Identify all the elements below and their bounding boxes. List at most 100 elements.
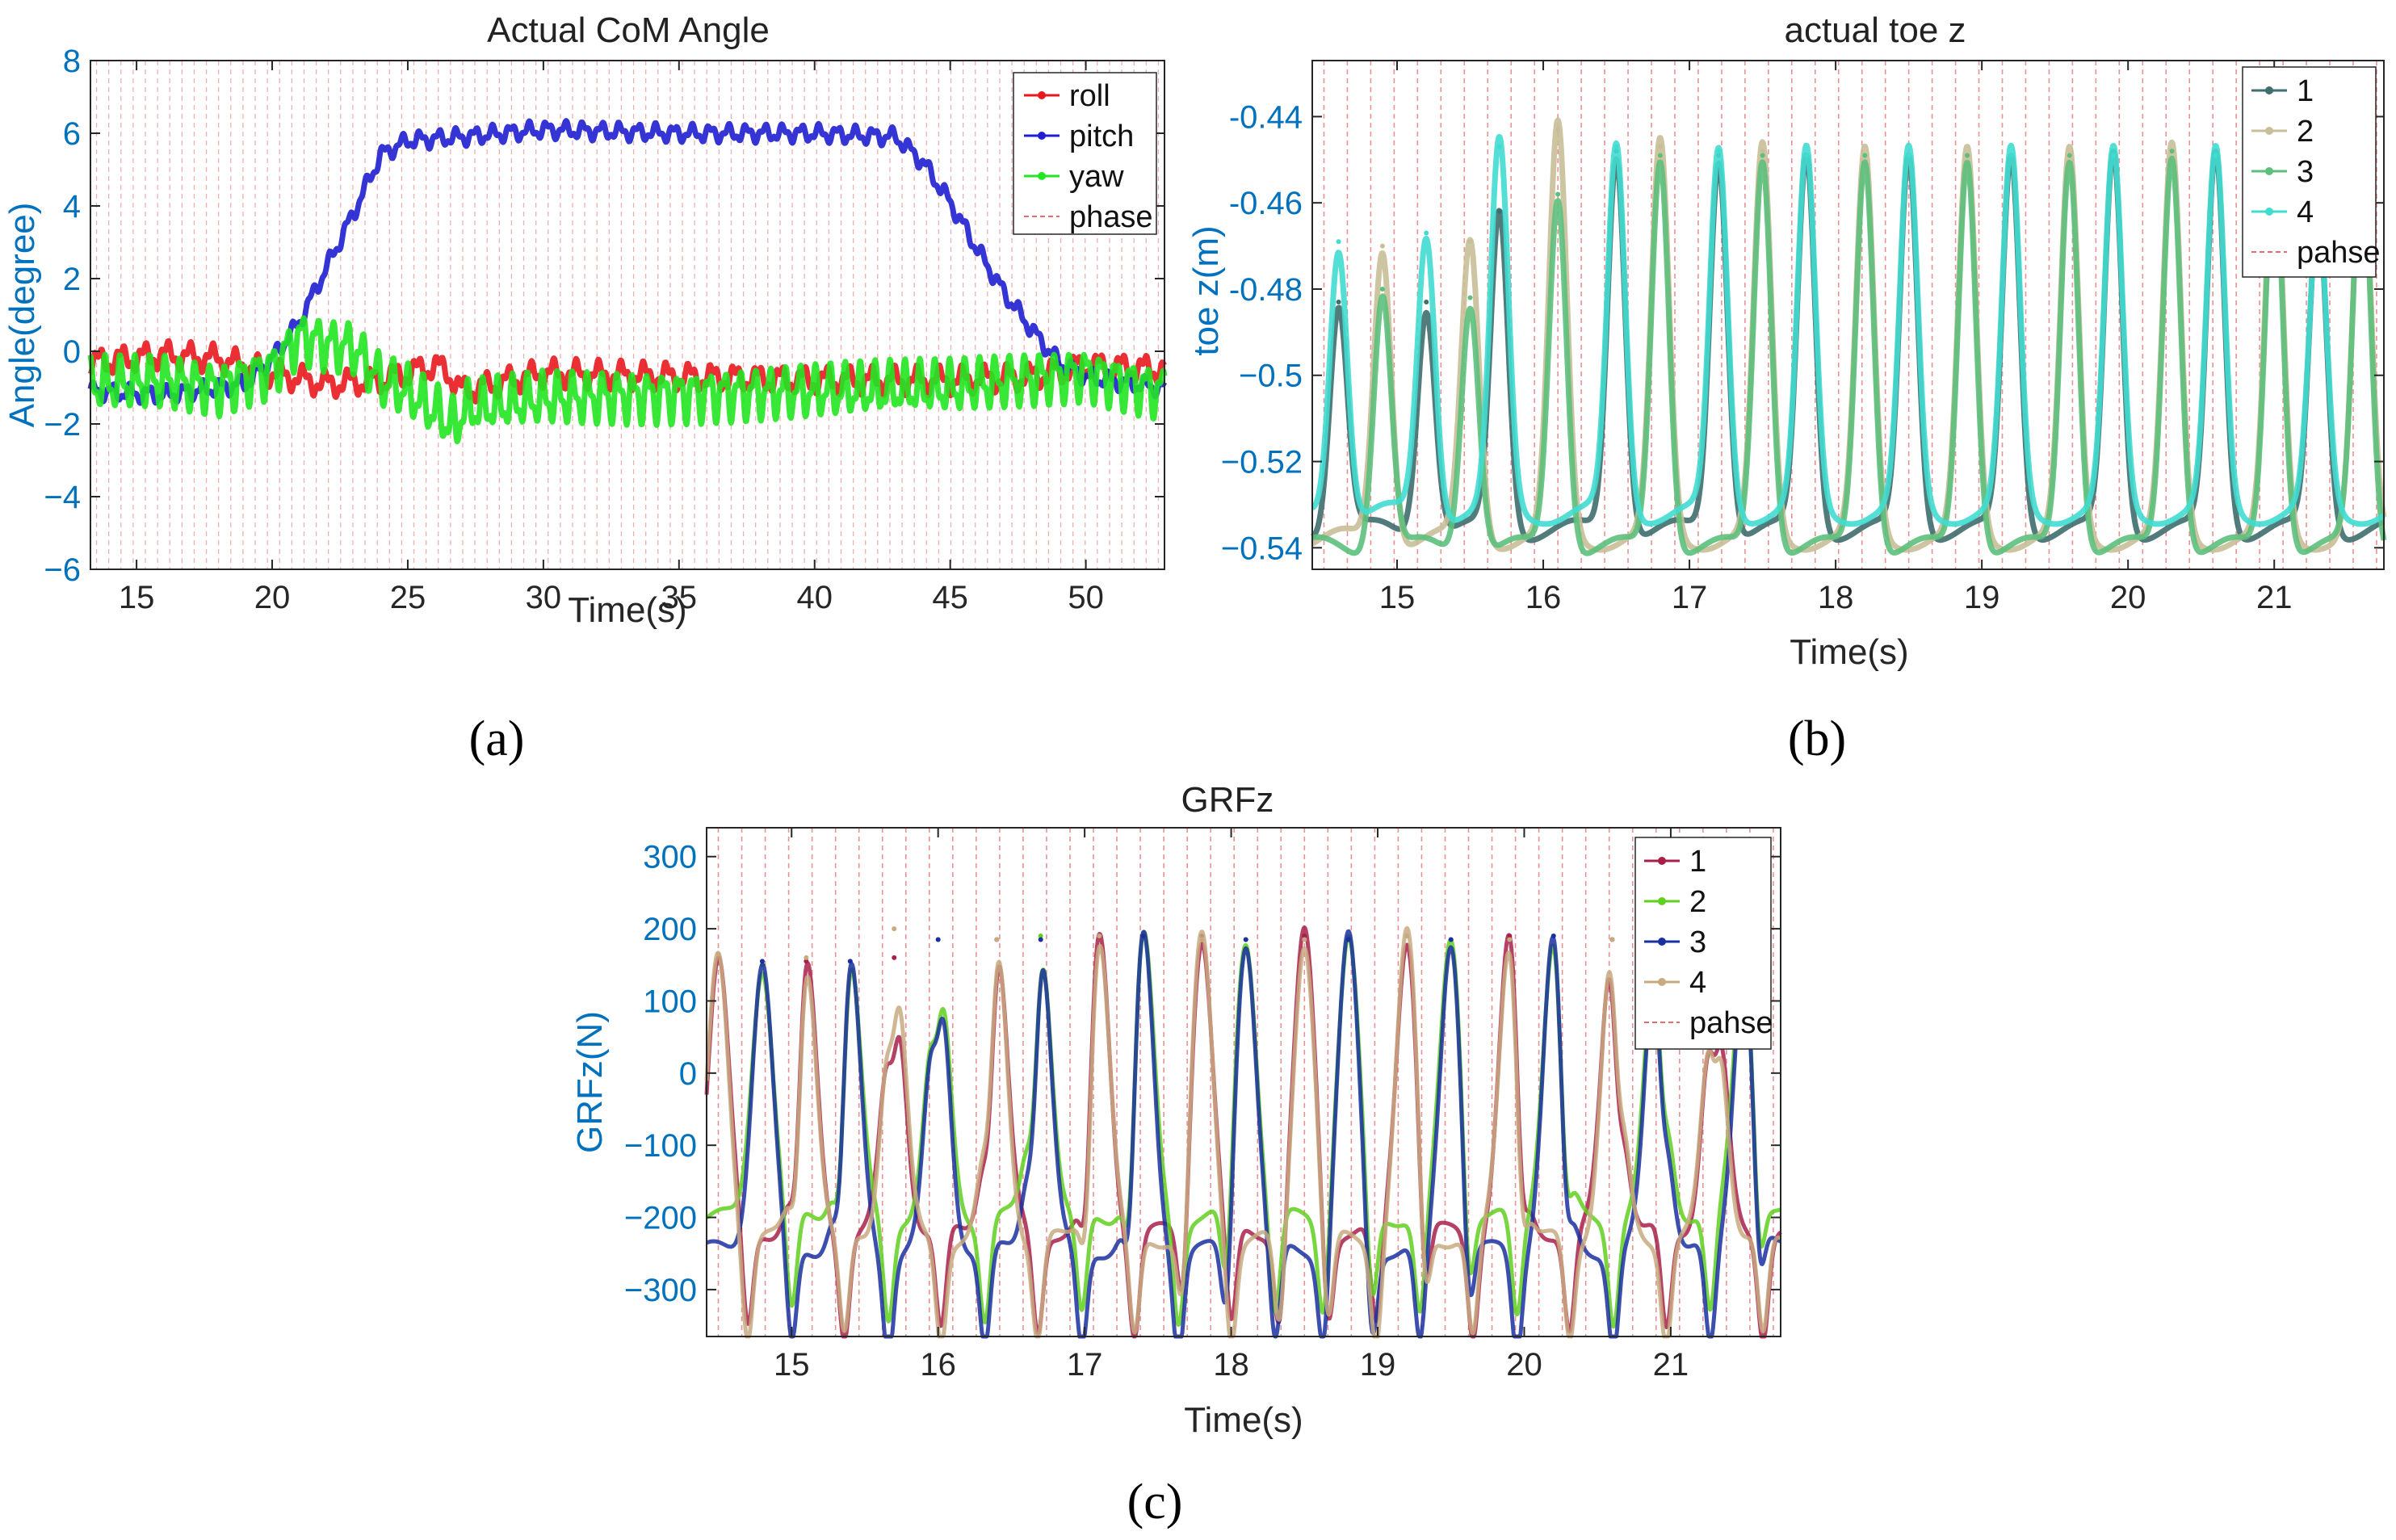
y-tick-label: −300: [624, 1273, 697, 1308]
x-tick-label: 16: [1525, 580, 1562, 615]
x-tick-label: 18: [1818, 580, 1854, 615]
x-tick-label: 21: [1653, 1347, 1689, 1383]
legend-marker: [1658, 857, 1666, 865]
y-tick-label: −2: [44, 407, 81, 443]
legend-marker: [2265, 208, 2273, 216]
peak-point: [1345, 937, 1351, 942]
peak-point: [2067, 153, 2072, 158]
panel-c-caption: (c): [1127, 1475, 1183, 1530]
panel-b-legend: 1 2 3 4 pahse: [2242, 66, 2381, 278]
panel-a-ylabel: Angle(degree): [2, 203, 42, 428]
y-tick-label: -0.44: [1229, 99, 1303, 135]
peak-point: [1862, 153, 1868, 158]
y-tick-label: 6: [63, 116, 81, 152]
series-c-4: [704, 925, 1782, 1339]
series-b-3: [1310, 147, 2387, 556]
panel-a-legend-box: [1013, 72, 1157, 235]
x-tick-label: 19: [1360, 1347, 1396, 1383]
x-tick-label: 17: [1067, 1347, 1103, 1383]
legend-marker: [2265, 127, 2273, 135]
peak-point: [1555, 191, 1561, 197]
y-tick-label: 8: [63, 44, 81, 79]
peak-point: [1243, 937, 1248, 942]
x-tick-label: 18: [1213, 1347, 1249, 1383]
peak-point: [2213, 153, 2218, 158]
y-tick-label: −4: [44, 480, 81, 515]
peak-point: [715, 951, 721, 957]
peak-point: [759, 959, 765, 964]
panel-a-title: Actual CoM Angle: [487, 10, 770, 50]
legend-label: 2: [2297, 115, 2314, 149]
panel-b-ylabel: toe z(m): [1186, 225, 1226, 355]
legend-label: 4: [2297, 195, 2314, 229]
peak-point: [804, 955, 809, 960]
y-tick-label: −6: [44, 552, 81, 588]
y-tick-label: 100: [643, 984, 697, 1019]
y-tick-label: 2: [63, 262, 81, 297]
legend-label: phase: [1069, 200, 1153, 234]
series-a-yaw: [87, 315, 1168, 445]
peak-point: [2169, 149, 2175, 154]
panel-c-x-ticks: 15 16 17 18 19 20 21: [774, 828, 1689, 1383]
peak-point: [892, 955, 897, 960]
peak-point: [1496, 144, 1502, 149]
peak-point: [1716, 149, 1722, 154]
peak-point: [1467, 239, 1473, 245]
legend-label: pitch: [1069, 120, 1134, 153]
x-tick-label: 30: [526, 580, 562, 615]
panel-b-xlabel: Time(s): [1790, 632, 1908, 672]
x-tick-label: 40: [796, 580, 833, 615]
y-tick-label: −100: [624, 1128, 697, 1164]
series-b-4: [1310, 133, 2386, 527]
panel-b: actual toe z 15 16 17 18 19 20 21 -0.44-0.46-0…: [1186, 10, 2387, 766]
legend-label: pahse: [2297, 236, 2381, 270]
panel-b-x-ticks: 15 16 17 18 19 20 21: [1379, 61, 2292, 615]
x-tick-label: 17: [1672, 580, 1708, 615]
panel-a: Actual CoM Angle 15 20 25 30 35 40 45 50 −6 −4 −2…: [2, 10, 1168, 766]
x-tick-label: 19: [1964, 580, 2000, 615]
peak-point: [2111, 153, 2117, 158]
y-tick-label: 4: [63, 189, 81, 224]
y-tick-label: 300: [643, 840, 697, 875]
y-tick-label: 0: [63, 334, 81, 370]
panel-c-axes-box: [706, 827, 1781, 1337]
peak-point: [1609, 937, 1615, 942]
peak-point: [1448, 937, 1454, 942]
panel-a-x-ticks: 15 20 25 30 35 40 45 50: [119, 61, 1104, 615]
x-tick-label: 20: [254, 580, 291, 615]
panel-c-y-ticks: 300 200 100 0 −100 −200 −300: [624, 840, 1781, 1308]
peak-point: [1760, 153, 1765, 158]
peak-point: [1336, 239, 1341, 245]
legend-label: roll: [1069, 79, 1110, 113]
y-tick-label: -0.46: [1229, 186, 1303, 221]
peak-point: [892, 926, 897, 932]
peak-point: [1496, 208, 1502, 214]
panel-a-caption: (a): [469, 711, 525, 766]
panel-b-legend-items: 1 2 3 4 pahse: [2251, 74, 2381, 270]
peak-point: [1760, 149, 1765, 154]
peak-point: [1379, 286, 1385, 292]
peak-point: [1555, 127, 1561, 132]
peak-point: [935, 937, 941, 942]
y-tick-label: 200: [643, 912, 697, 947]
legend-label: 1: [2297, 74, 2314, 108]
x-tick-label: 15: [1379, 580, 1416, 615]
legend-label: 2: [1689, 885, 1706, 919]
peak-point: [1467, 295, 1473, 300]
peak-point: [1140, 934, 1146, 939]
legend-label: 1: [1689, 845, 1706, 879]
peak-point: [1302, 937, 1307, 942]
peak-point: [1424, 230, 1429, 236]
panel-c-legend-box: [1634, 837, 1772, 1050]
peak-point: [1038, 934, 1043, 939]
legend-label: 4: [1689, 966, 1706, 1000]
peak-point: [847, 959, 853, 964]
legend-marker: [1038, 132, 1046, 140]
peak-point: [1550, 934, 1556, 939]
peak-point: [1404, 934, 1410, 939]
x-tick-label: 50: [1068, 580, 1104, 615]
peak-point: [1613, 144, 1619, 149]
panel-b-y-ticks: -0.44 -0.46 -0.48 −0.5 −0.52 −0.54: [1221, 99, 2384, 566]
y-tick-label: -0.48: [1229, 272, 1303, 308]
x-tick-label: 15: [774, 1347, 810, 1383]
